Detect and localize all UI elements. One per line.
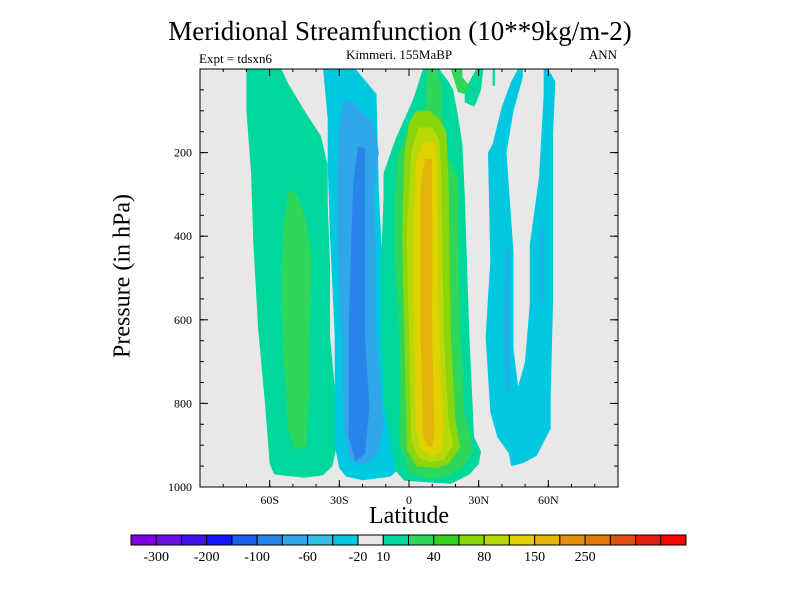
- plot-axes: 60S 30S 0 30N 60N 200 400 600 800 1000: [168, 68, 619, 507]
- y-tick-label: 800: [174, 396, 192, 410]
- colorbar-swatch: [231, 534, 258, 546]
- x-tick-label: 60N: [538, 493, 559, 507]
- nh-ferrel-cell-m60-a: [504, 244, 509, 391]
- colorbar-swatch: [458, 534, 485, 546]
- colorbar-label: 250: [575, 550, 596, 565]
- x-tick-label: 30S: [330, 493, 349, 507]
- colorbar-swatch: [307, 534, 334, 546]
- colorbar-swatch: [433, 534, 460, 546]
- chart-title: Meridional Streamfunction (10**9kg/m-2): [168, 16, 632, 46]
- colorbar-label: 150: [524, 550, 545, 565]
- colorbar-label: -20: [349, 550, 368, 565]
- colorbar-swatch: [508, 534, 536, 546]
- y-axis-label: Pressure (in hPa): [109, 194, 136, 358]
- x-tick-label: 0: [406, 493, 412, 507]
- x-tick-label: 60S: [260, 493, 279, 507]
- colorbar-swatch: [635, 534, 662, 546]
- colorbar-label: 80: [477, 550, 491, 565]
- colorbar-label: -300: [143, 550, 169, 565]
- colorbar-swatch: [155, 534, 182, 546]
- colorbar-label: 40: [427, 550, 441, 565]
- nh-upper-cell-40: [450, 69, 470, 95]
- colorbar-swatch: [534, 534, 561, 546]
- colorbar-swatch: [332, 534, 359, 546]
- colorbar-swatch: [357, 534, 384, 546]
- colorbar-label: -200: [194, 550, 220, 565]
- colorbar: -300 -200 -100 -60 -20 10 40 80 150 250: [130, 534, 687, 565]
- colorbar-swatch: [408, 534, 435, 546]
- colorbar-label: -100: [244, 550, 270, 565]
- colorbar-swatch: [256, 534, 283, 546]
- nh-ferrel-cell-m60-b: [541, 227, 544, 304]
- season-label: ANN: [588, 47, 617, 62]
- contour-regions: [200, 69, 618, 487]
- sh-outer-cell-40: [281, 190, 312, 451]
- colorbar-swatch: [609, 534, 637, 546]
- colorbar-swatch: [660, 534, 687, 546]
- sh-hadley-cell-m100: [348, 146, 370, 462]
- colorbar-label: 10: [376, 550, 390, 565]
- nh-upper-cell-10b: [492, 69, 495, 86]
- nh-upper-cell-10: [464, 69, 484, 107]
- y-tick-label: 1000: [168, 480, 192, 494]
- colorbar-swatch: [559, 534, 586, 546]
- x-tick-label: 30N: [468, 493, 489, 507]
- colorbar-swatch: [206, 534, 233, 546]
- colorbar-swatch: [483, 534, 510, 546]
- nh-ferrel-cell-m20: [485, 69, 556, 467]
- x-axis-label: Latitude: [369, 503, 449, 529]
- y-tick-label: 600: [174, 313, 192, 327]
- colorbar-swatch: [130, 534, 157, 546]
- colorbar-swatch: [180, 534, 208, 546]
- y-tick-label: 400: [174, 229, 192, 243]
- colorbar-swatch: [584, 534, 611, 546]
- colorbar-label: -60: [298, 550, 317, 565]
- experiment-label: Expt = tdsxn6: [199, 51, 273, 66]
- y-tick-label: 200: [174, 146, 192, 160]
- nh-hadley-cell-200: [420, 158, 435, 448]
- colorbar-swatch: [382, 534, 409, 546]
- period-label: Kimmeri. 155MaBP: [346, 47, 453, 62]
- colorbar-swatch: [281, 534, 309, 546]
